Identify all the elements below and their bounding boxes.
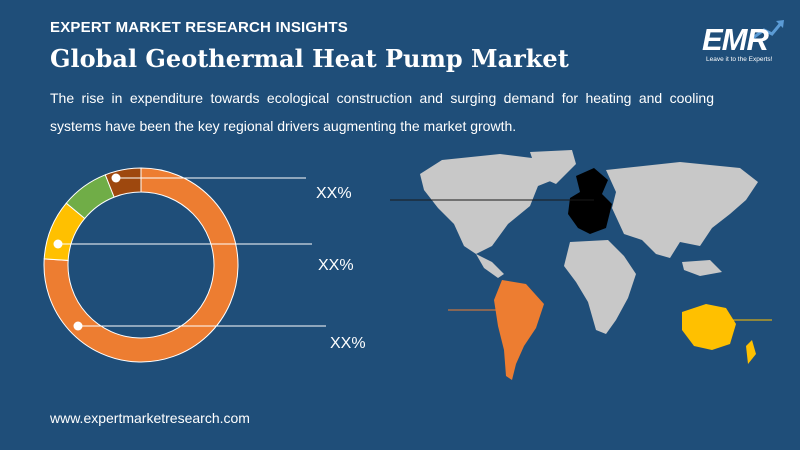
page-title: Global Geothermal Heat Pump Market xyxy=(50,44,569,73)
callout-label-3: XX% xyxy=(330,335,366,352)
emr-logo: EMR Leave it to the Experts! xyxy=(700,18,785,70)
logo-tagline: Leave it to the Experts! xyxy=(706,56,773,63)
callout-dot-3 xyxy=(73,321,83,331)
map-europe xyxy=(568,168,612,234)
map-africa xyxy=(564,240,636,334)
donut-slice-1 xyxy=(43,167,239,363)
donut-slices xyxy=(43,167,239,363)
insights-eyebrow: EXPERT MARKET RESEARCH INSIGHTS xyxy=(50,19,348,36)
callout-lines xyxy=(53,173,326,331)
callout-label-2: XX% xyxy=(318,257,354,274)
map-north-america xyxy=(420,154,558,254)
map-new-zealand xyxy=(746,340,756,364)
footer-url: www.expertmarketresearch.com xyxy=(50,410,250,426)
map-greenland xyxy=(530,150,576,184)
map-central-america xyxy=(476,254,504,278)
map-asia xyxy=(606,162,758,258)
callout-dot-2 xyxy=(53,239,63,249)
map-southeast-asia xyxy=(682,260,722,276)
map-australia xyxy=(682,304,736,350)
logo-graphic xyxy=(749,20,784,42)
logo-text: EMR xyxy=(702,22,769,57)
world-map xyxy=(390,150,772,380)
callout-dot-1 xyxy=(111,173,121,183)
donut-chart: XX% XX% XX% xyxy=(43,167,366,363)
callout-label-1: XX% xyxy=(316,185,352,202)
map-south-america xyxy=(494,280,544,380)
description-text: The rise in expenditure towards ecologic… xyxy=(50,90,714,134)
